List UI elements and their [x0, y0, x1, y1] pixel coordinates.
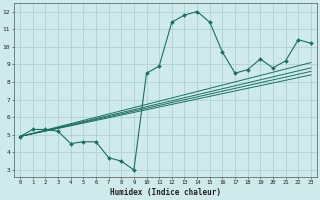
X-axis label: Humidex (Indice chaleur): Humidex (Indice chaleur)	[110, 188, 221, 197]
